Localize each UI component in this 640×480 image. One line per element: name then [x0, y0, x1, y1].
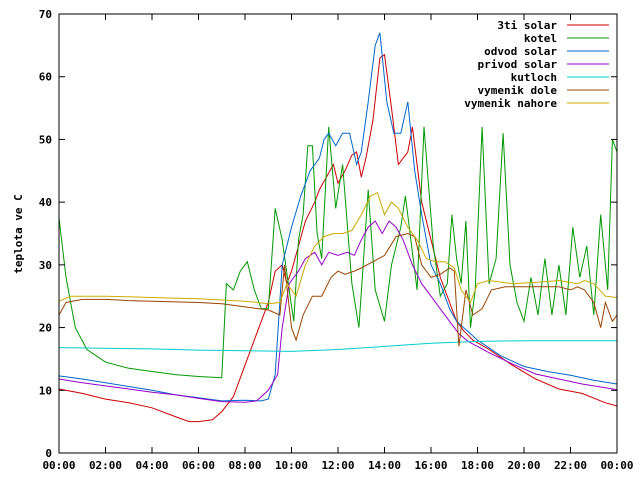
x-tick-label: 22:00	[554, 459, 587, 472]
legend-label-2: odvod solar	[484, 45, 557, 58]
y-tick-label: 0	[45, 447, 52, 460]
legend-label-1: kotel	[524, 32, 557, 45]
x-tick-label: 12:00	[321, 459, 354, 472]
y-axis-label: teplota ve C	[12, 194, 25, 273]
series-line-3	[58, 220, 618, 403]
y-tick-label: 30	[39, 259, 52, 272]
x-tick-label: 08:00	[228, 459, 261, 472]
x-tick-label: 16:00	[414, 459, 447, 472]
x-tick-label: 00:00	[42, 459, 75, 472]
x-tick-label: 06:00	[182, 459, 215, 472]
y-tick-label: 10	[39, 384, 52, 397]
series-line-6	[58, 192, 618, 305]
series-line-5	[58, 232, 618, 347]
x-tick-label: 14:00	[368, 459, 401, 472]
y-tick-label: 50	[39, 133, 52, 146]
x-tick-label: 02:00	[89, 459, 122, 472]
y-tick-label: 70	[39, 8, 52, 21]
series-line-1	[58, 126, 618, 379]
series-layer	[58, 32, 618, 423]
y-tick-label: 60	[39, 71, 52, 84]
legend-label-0: 3ti solar	[497, 19, 557, 32]
x-tick-label: 18:00	[461, 459, 494, 472]
x-tick-label: 10:00	[275, 459, 308, 472]
x-tick-label: 04:00	[135, 459, 168, 472]
y-tick-label: 20	[39, 322, 52, 335]
legend-label-6: vymenik nahore	[464, 97, 557, 110]
legend-label-4: kutloch	[511, 71, 557, 84]
axes-layer: 00:00 02:00 04:00 06:00 08:00 10:00 12:00 14:00…	[39, 8, 634, 472]
x-tick-label: 20:00	[507, 459, 540, 472]
legend-label-3: privod solar	[478, 58, 558, 71]
legend-label-5: vymenik dole	[478, 84, 558, 97]
series-line-4	[58, 340, 617, 352]
x-tick-label: 00:00	[600, 459, 633, 472]
y-tick-label: 40	[39, 196, 52, 209]
